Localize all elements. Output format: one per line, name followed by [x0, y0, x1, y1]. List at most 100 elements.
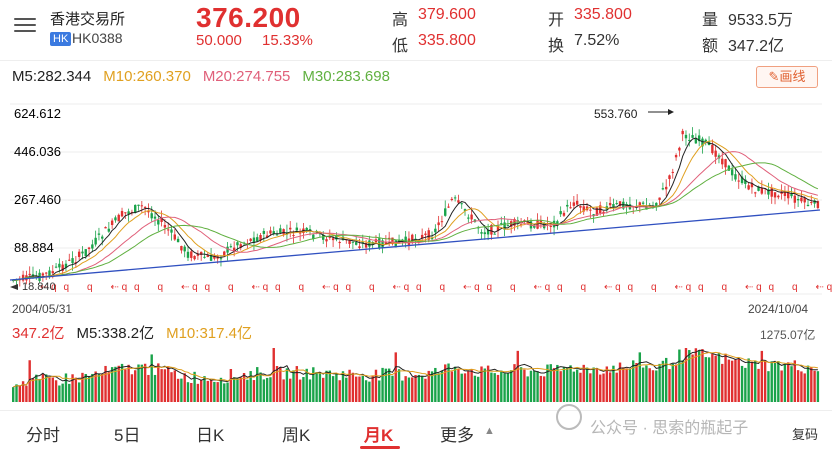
- dividend-marker-icon: q: [346, 282, 352, 293]
- dividend-marker-icon: ⇠ q: [534, 282, 551, 293]
- candle-body: [127, 211, 130, 215]
- volume-bar: [354, 376, 358, 402]
- candle-body: [463, 209, 467, 211]
- volume-chart[interactable]: [0, 346, 832, 402]
- volume-bar: [150, 354, 153, 402]
- volume-bar: [345, 377, 348, 402]
- dividend-marker-icon: ⇠ q: [322, 282, 339, 293]
- candle-body: [101, 236, 104, 239]
- candle-body: [661, 188, 665, 190]
- candle-body: [84, 249, 87, 257]
- candle-body: [186, 251, 190, 258]
- ma-lines: [13, 137, 819, 282]
- volume-bar: [15, 384, 18, 402]
- volume-bar: [648, 368, 651, 402]
- candle-body: [160, 218, 163, 222]
- candle-body: [678, 147, 681, 151]
- volume-bar: [173, 370, 176, 402]
- candle-body: [480, 232, 483, 234]
- candle-body: [664, 186, 668, 190]
- candle-body: [229, 246, 233, 248]
- tab-daily[interactable]: 日K: [196, 426, 225, 445]
- candle-body: [437, 222, 440, 226]
- volume-ma-lines: [13, 349, 819, 388]
- candle-body: [312, 234, 315, 239]
- volume-bar: [134, 370, 137, 402]
- low-label: 18.840: [22, 281, 56, 293]
- candle-body: [569, 207, 572, 209]
- tab-monthly[interactable]: 月K: [364, 426, 394, 445]
- volume-bar: [569, 365, 572, 402]
- chevron-up-icon[interactable]: ▲: [484, 425, 495, 437]
- volume-bar: [68, 383, 71, 402]
- candle-body: [236, 242, 239, 246]
- candlestick-chart[interactable]: ⇠ q q q ⇠ q q q ⇠ q q q ⇠ q q q ⇠ q q q ⇠ q q q ⇠ q q q ⇠ q q q…: [0, 94, 832, 326]
- candle-body: [351, 241, 355, 243]
- volume-bar: [41, 374, 45, 402]
- volume-bar: [800, 371, 803, 402]
- candle-body: [110, 220, 114, 226]
- volume-bar: [572, 371, 576, 402]
- candle-body: [322, 234, 325, 240]
- volume-bar: [77, 382, 81, 402]
- volume-bar: [341, 371, 345, 402]
- volume-amount: 347.2亿: [12, 325, 65, 342]
- volume-bar: [542, 376, 546, 402]
- candle-body: [790, 193, 793, 197]
- stock-name: 香港交易所: [50, 11, 126, 28]
- tab-intraday[interactable]: 分时: [26, 426, 60, 445]
- volume-bar: [190, 382, 193, 402]
- volume-bar: [608, 372, 612, 402]
- volume-bar: [691, 354, 694, 402]
- candle-body: [681, 130, 684, 135]
- volume-bar: [566, 367, 569, 402]
- ma20-line: [13, 151, 819, 282]
- candle-body: [711, 144, 714, 154]
- volume-bar: [602, 373, 605, 402]
- volume-bar: [556, 364, 559, 402]
- volume-label: 量: [702, 12, 719, 29]
- volume-bar: [714, 355, 717, 402]
- volume-bar: [143, 363, 147, 402]
- tab-more[interactable]: 更多: [440, 426, 474, 445]
- draw-line-button[interactable]: ✎画线: [756, 66, 818, 88]
- volume-bar: [747, 358, 750, 402]
- candle-body: [91, 244, 94, 249]
- candle-body: [724, 159, 727, 168]
- tab-5day[interactable]: 5日: [114, 426, 141, 445]
- volume-bars: [12, 348, 820, 402]
- tab-weekly[interactable]: 周K: [282, 426, 311, 445]
- candle-body: [341, 236, 345, 241]
- candle-body: [684, 134, 688, 139]
- fq-label[interactable]: 复码: [792, 427, 819, 442]
- volume-bar: [533, 370, 536, 402]
- candle-body: [434, 228, 437, 233]
- ma10-value: M10:260.370: [103, 68, 191, 85]
- volume-bar: [552, 368, 556, 402]
- volume-bar: [430, 371, 434, 402]
- volume-bar: [529, 370, 533, 402]
- volume-bar: [549, 364, 552, 402]
- high-label: 高: [392, 12, 409, 29]
- volume-bar: [186, 382, 190, 402]
- candle-body: [256, 237, 259, 242]
- menu-icon[interactable]: [14, 14, 36, 36]
- stock-code: HK0388: [72, 30, 123, 46]
- candle-body: [486, 229, 490, 235]
- candle-body: [582, 206, 585, 212]
- candle-body: [638, 202, 642, 206]
- volume-bar: [453, 366, 457, 402]
- candle-body: [239, 244, 242, 248]
- candle-body: [750, 183, 754, 188]
- candle-body: [183, 246, 186, 252]
- volume-bar: [203, 376, 206, 402]
- candle-body: [28, 273, 31, 276]
- volume-bar: [256, 367, 259, 402]
- candle-body: [358, 246, 361, 249]
- candle-body: [697, 135, 701, 142]
- candle-body: [77, 251, 81, 257]
- volume-bar: [480, 366, 483, 402]
- volume-bar: [783, 364, 787, 402]
- candle-body: [87, 247, 91, 250]
- volume-bar: [697, 350, 701, 402]
